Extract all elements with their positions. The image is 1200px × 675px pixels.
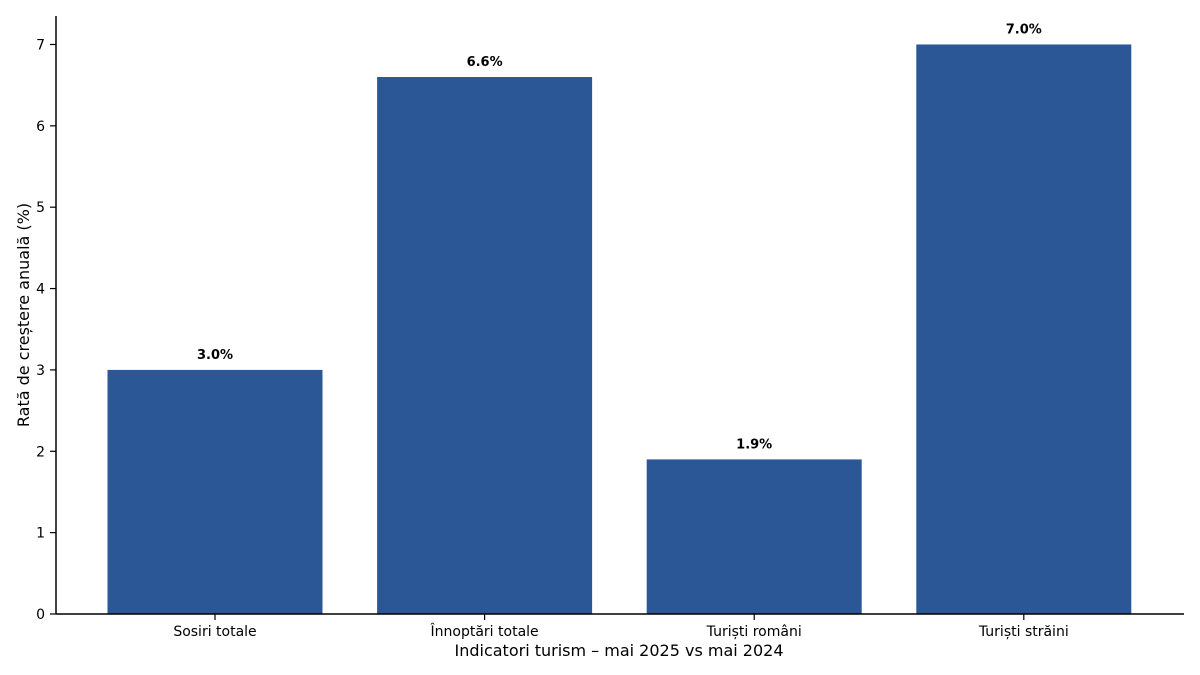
y-tick-label-2: 2 (36, 444, 45, 460)
y-tick-label-4: 4 (36, 282, 45, 298)
y-tick-label-3: 3 (36, 363, 45, 379)
x-tick-label-3: Turiști străini (978, 624, 1069, 640)
x-axis: Sosiri totale Înnoptări totale Turiști rom… (56, 613, 1184, 640)
y-tick-label-5: 5 (36, 200, 45, 216)
x-tick-label-1: Înnoptări totale (430, 622, 539, 640)
x-tick-label-0: Sosiri totale (173, 624, 256, 640)
y-tick-label-6: 6 (36, 119, 45, 135)
y-tick-label-1: 1 (36, 526, 45, 542)
bars-group (107, 44, 1132, 615)
y-tick-label-0: 0 (36, 607, 45, 623)
data-label-1: 6.6% (467, 55, 503, 70)
bar-2 (646, 459, 862, 614)
y-axis-title: Rată de creștere anuală (%) (14, 203, 33, 427)
bar-0 (107, 369, 323, 614)
data-label-0: 3.0% (197, 348, 233, 363)
x-tick-label-2: Turiști români (706, 624, 802, 640)
bar-3 (916, 44, 1132, 614)
bar-1 (377, 77, 593, 615)
data-label-2: 1.9% (736, 437, 772, 452)
y-axis: 0 1 2 3 4 5 6 7 (36, 16, 57, 623)
y-tick-label-7: 7 (36, 37, 45, 53)
data-label-3: 7.0% (1006, 22, 1042, 37)
data-labels-group: 3.0% 6.6% 1.9% 7.0% (197, 22, 1042, 452)
x-axis-title: Indicatori turism – mai 2025 vs mai 2024 (454, 641, 783, 660)
